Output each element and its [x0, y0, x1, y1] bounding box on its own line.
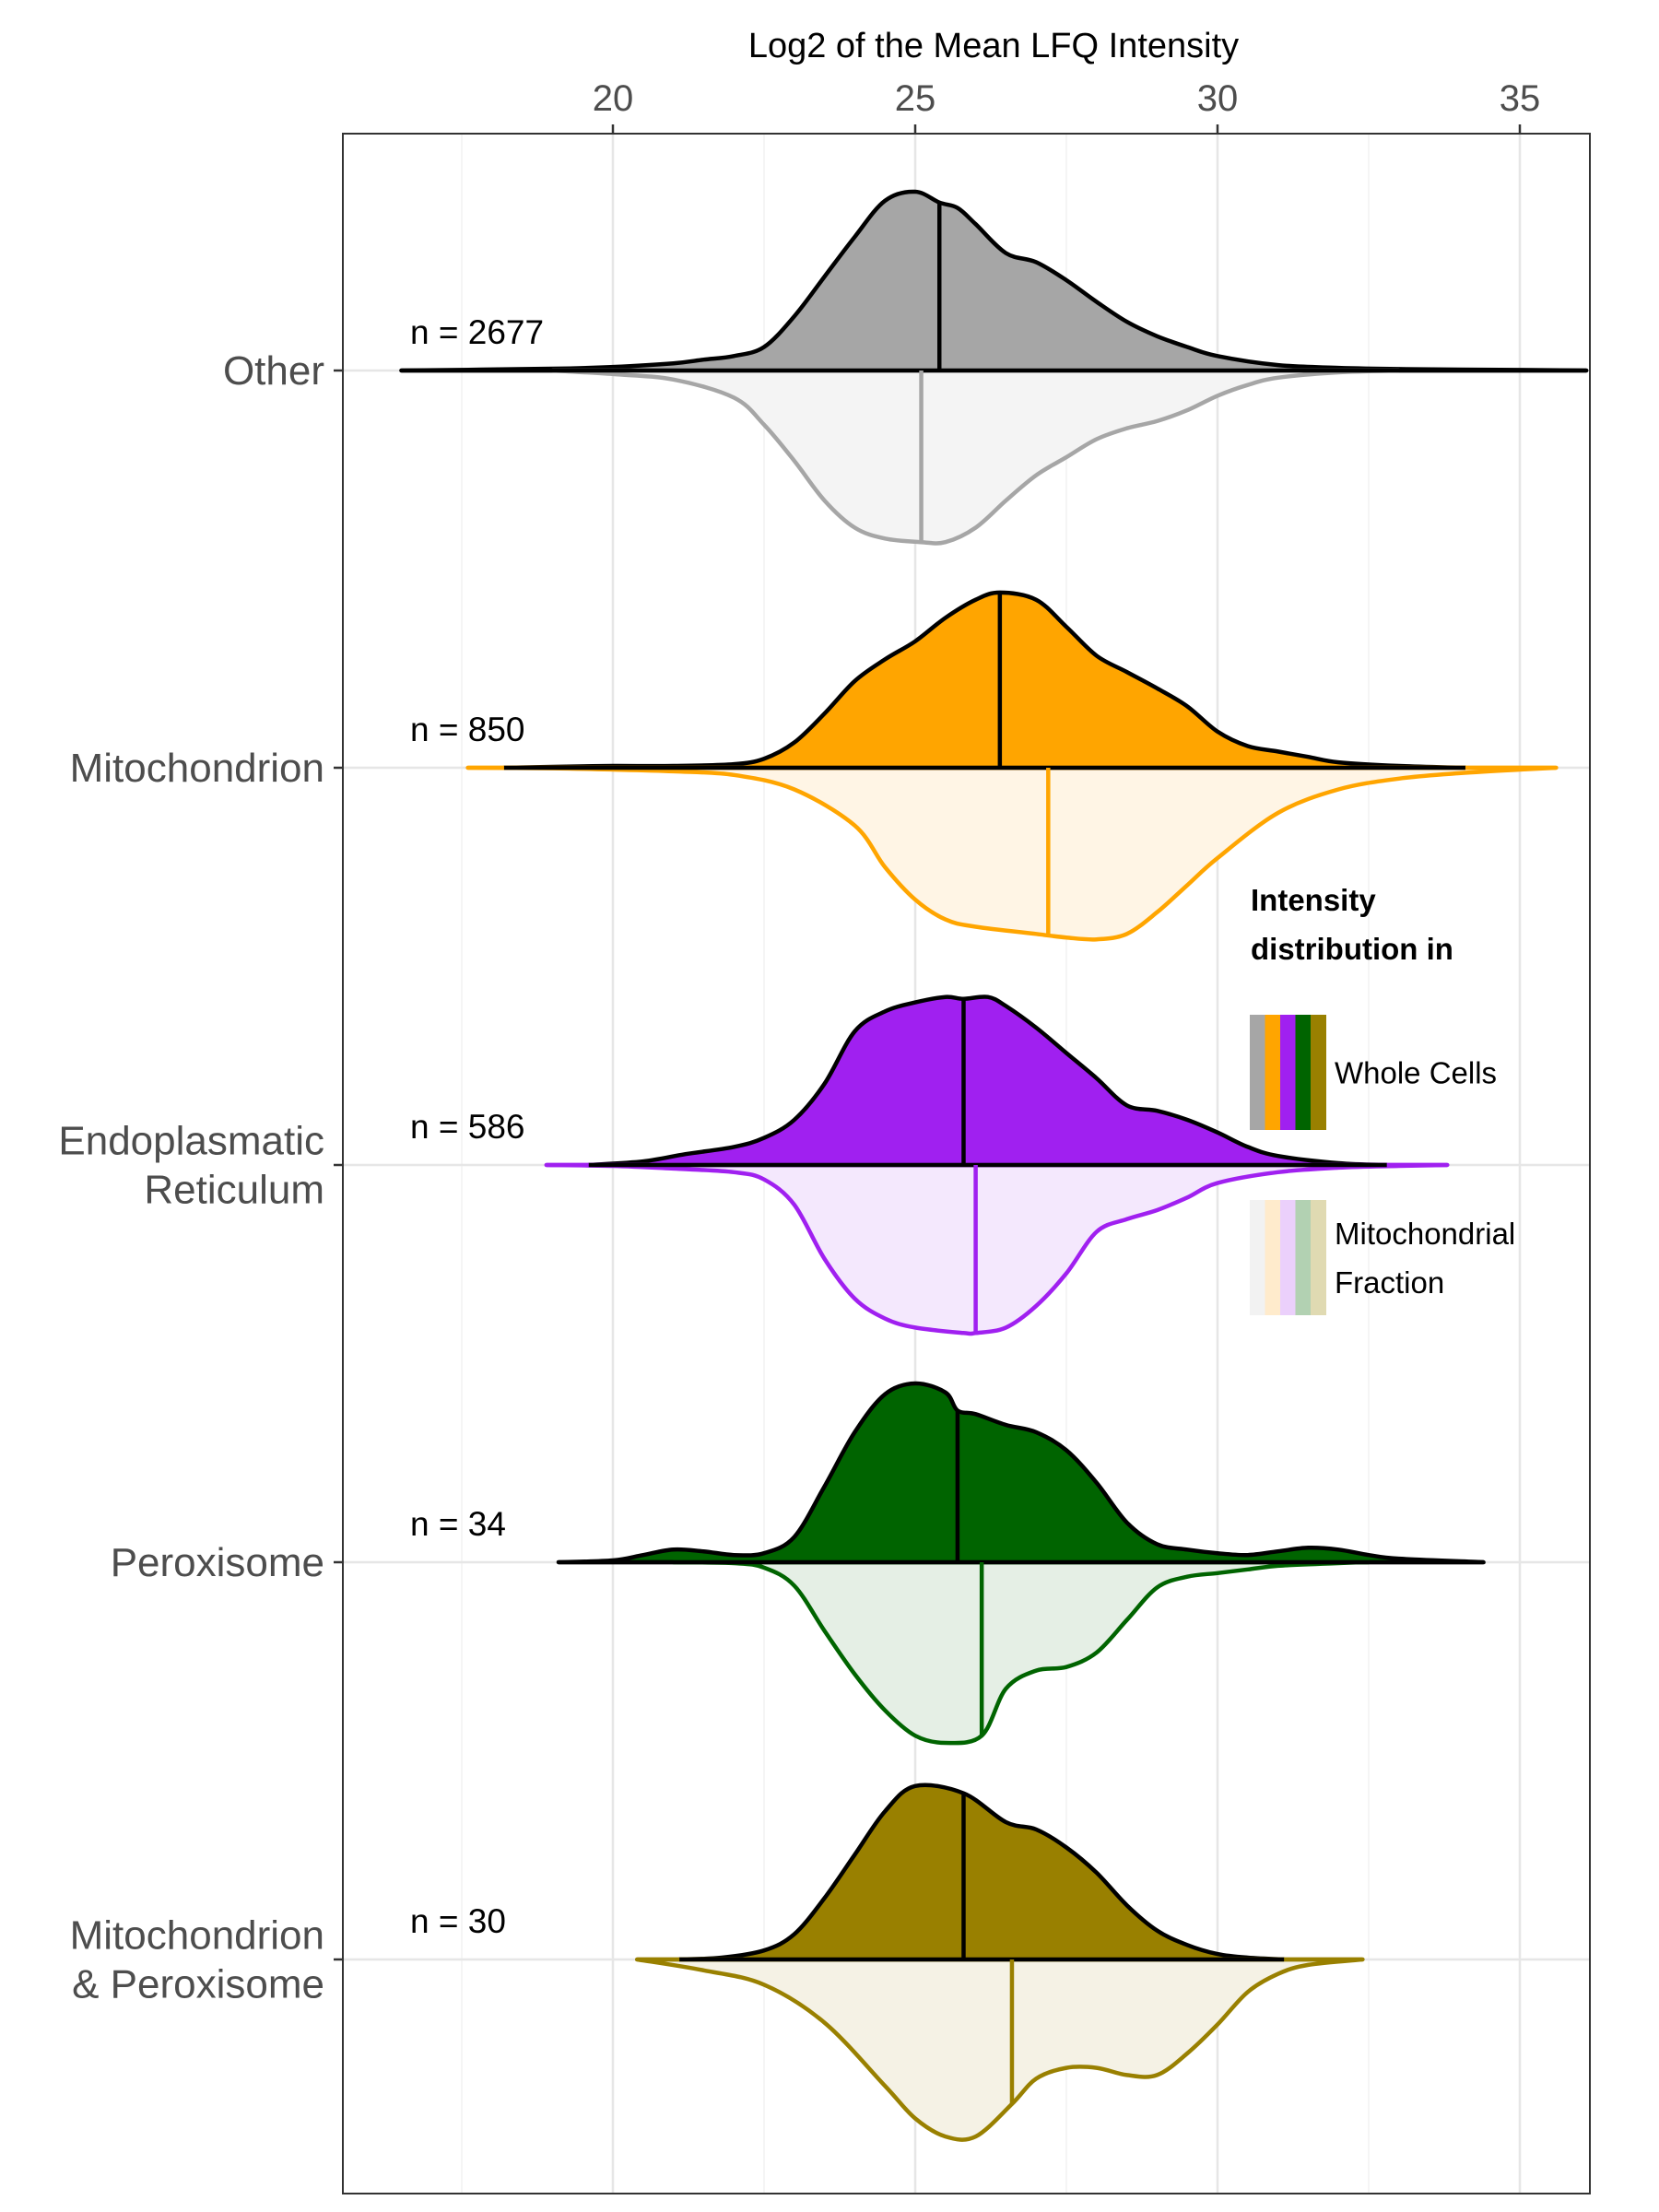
mito-fraction-density: [634, 1957, 1365, 2142]
violins: n = 2677 n = 850 n = 586 n = 34 n = 30: [399, 189, 1589, 2142]
legend-title: distribution in: [1251, 932, 1453, 966]
x-tick-label: 20: [593, 78, 634, 119]
legend-label: Mitochondrial: [1335, 1217, 1515, 1251]
legend-swatch: [1280, 1200, 1296, 1315]
axes: 20 25 30 35 Other Mitochondrion EndoplasmaticR…: [58, 78, 1540, 2007]
violin-group: n = 2677: [399, 189, 1589, 546]
whole-cells-density: [586, 994, 1389, 1168]
whole-cells-density: [677, 1783, 1287, 1962]
y-category-label: & Peroxisome: [72, 1962, 324, 2007]
legend-swatch: [1265, 1015, 1281, 1130]
legend-label: Whole Cells: [1335, 1056, 1497, 1090]
y-category-label: Mitochondrion: [70, 1913, 324, 1959]
legend-label: Fraction: [1335, 1265, 1444, 1300]
n-label: n = 850: [410, 711, 524, 748]
x-tick-label: 35: [1500, 78, 1541, 119]
legend-swatch: [1311, 1200, 1326, 1315]
mito-fraction-density: [671, 1559, 1371, 1746]
legend-swatch: [1295, 1015, 1312, 1130]
mito-fraction-density: [550, 368, 1402, 546]
legend: Intensity distribution in Whole Cells Mitoc…: [1250, 883, 1515, 1315]
y-category-label: Peroxisome: [111, 1540, 324, 1585]
whole-cells-density: [399, 189, 1589, 373]
legend-swatch: [1311, 1015, 1326, 1130]
legend-swatch: [1250, 1015, 1265, 1130]
violin-group: n = 30: [410, 1783, 1365, 2142]
x-tick-label: 30: [1197, 78, 1239, 119]
legend-swatch: [1265, 1200, 1281, 1315]
x-axis-title: Log2 of the Mean LFQ Intensity: [748, 27, 1239, 65]
plot-border: [342, 133, 1591, 2194]
n-label: n = 34: [410, 1505, 506, 1543]
y-category-label: Reticulum: [144, 1168, 324, 1213]
n-label: n = 586: [410, 1108, 524, 1146]
violin-group: n = 34: [410, 1381, 1486, 1746]
n-label: n = 2677: [410, 313, 544, 351]
legend-title: Intensity: [1251, 883, 1376, 917]
whole-cells-density: [556, 1381, 1486, 1565]
y-category-label: Mitochondrion: [70, 746, 324, 791]
legend-swatch: [1280, 1015, 1296, 1130]
y-category-label: Endoplasmatic: [58, 1119, 324, 1164]
mito-fraction-density: [544, 1162, 1450, 1336]
n-label: n = 30: [410, 1902, 506, 1940]
violin-group: n = 586: [410, 994, 1450, 1336]
legend-item: Whole Cells: [1250, 1015, 1497, 1130]
y-category-label: Other: [223, 348, 324, 394]
x-tick-label: 25: [895, 78, 936, 119]
legend-item: Mitochondrial Fraction: [1250, 1200, 1515, 1315]
violin-group: n = 850: [410, 590, 1559, 942]
legend-swatch: [1295, 1200, 1312, 1315]
legend-swatch: [1250, 1200, 1265, 1315]
mito-fraction-density: [465, 765, 1559, 942]
